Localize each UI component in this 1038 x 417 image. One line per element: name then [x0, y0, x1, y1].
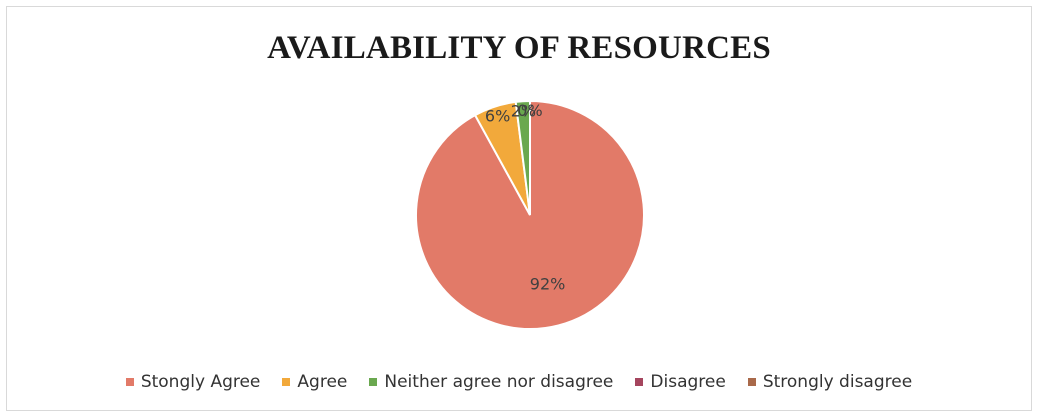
data-label-disagree: 0%	[517, 101, 542, 120]
legend: Stongly Agree Agree Neither agree nor disa…	[0, 370, 1038, 394]
legend-swatch	[747, 378, 756, 386]
data-label-stongly-agree: 92%	[530, 274, 566, 293]
pie-slice-neither-agree-nor-disagree	[514, 99, 531, 216]
legend-item-strongly-disagree: Strongly disagree	[747, 372, 913, 392]
chart-title: AVAILABILITY OF RESOURCES	[267, 30, 771, 66]
legend-swatch	[635, 378, 644, 386]
legend-item-stongly-agree: Stongly Agree	[125, 372, 261, 392]
legend-item-disagree: Disagree	[635, 372, 726, 392]
legend-swatch	[282, 378, 291, 386]
legend-label: Agree	[297, 372, 348, 392]
legend-label: Neither agree nor disagree	[384, 372, 614, 392]
legend-label: Disagree	[650, 372, 726, 392]
legend-swatch	[125, 378, 134, 386]
data-label-agree: 6%	[485, 106, 510, 125]
legend-label: Strongly disagree	[762, 372, 913, 392]
legend-item-neither-agree-nor-disagree: Neither agree nor disagree	[369, 372, 613, 392]
legend-swatch	[369, 378, 378, 386]
legend-label: Stongly Agree	[140, 372, 261, 392]
legend-item-agree: Agree	[282, 372, 347, 392]
data-label-neither-agree-nor-disagree: 2%	[511, 101, 536, 120]
